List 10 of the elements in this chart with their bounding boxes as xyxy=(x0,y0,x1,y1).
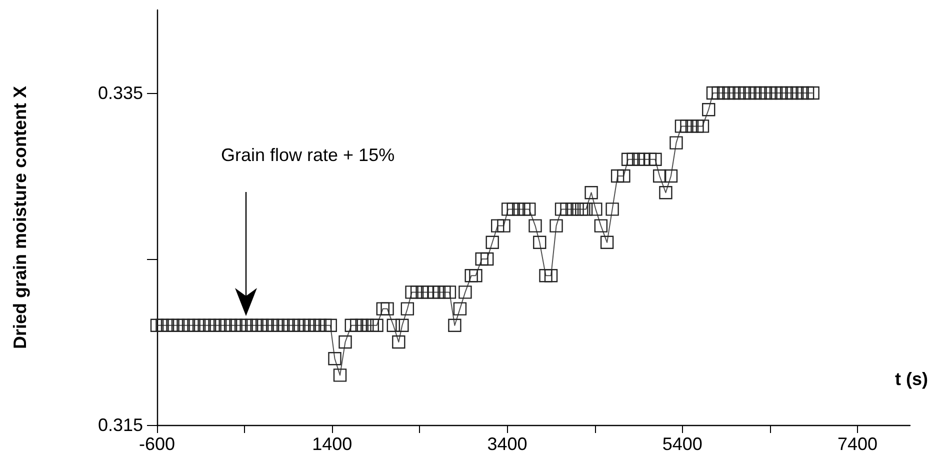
y-tick-label: 0.335 xyxy=(98,83,143,103)
y-tick-label: 0.315 xyxy=(98,415,143,435)
x-tick-label: 1400 xyxy=(312,434,352,454)
y-axis-title: Dried grain moisture content X xyxy=(10,86,30,350)
x-axis-title: t (s) xyxy=(895,369,928,389)
x-tick-label: 3400 xyxy=(487,434,528,454)
annotation: Grain flow rate + 15% xyxy=(221,145,395,165)
x-tick-label: -600 xyxy=(138,434,176,454)
x-tick-label: 7400 xyxy=(837,434,878,454)
x-tick-label: 5400 xyxy=(662,434,702,454)
